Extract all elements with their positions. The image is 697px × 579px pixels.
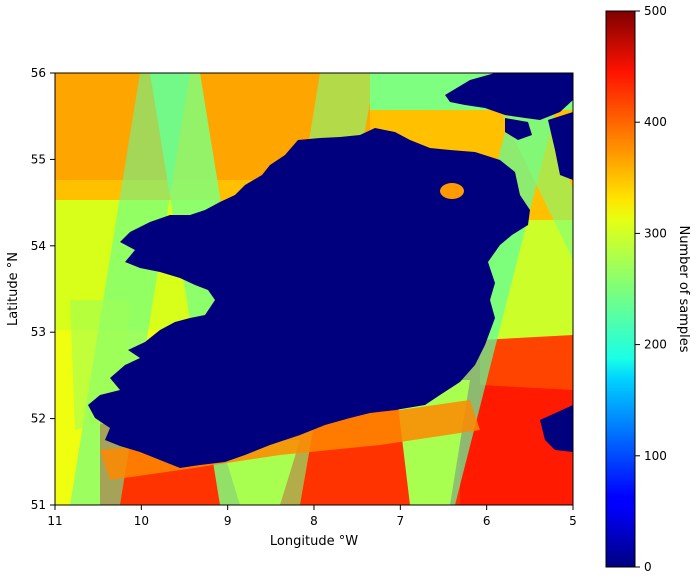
colorbar-label: Number of samples (676, 225, 691, 352)
colorbar-tick-label: 200 (644, 338, 667, 352)
x-tick-label: 6 (483, 514, 491, 528)
y-tick-label: 54 (31, 239, 46, 253)
x-axis: 11 10 9 8 7 6 5 (47, 505, 577, 528)
y-tick-label: 51 (31, 498, 46, 512)
y-tick-label: 55 (31, 152, 46, 166)
colorbar-ticks: 0 100 200 300 400 500 (635, 4, 667, 574)
x-tick-label: 8 (310, 514, 318, 528)
x-tick-label: 7 (397, 514, 405, 528)
land-wales (540, 405, 573, 452)
x-tick-label: 5 (569, 514, 577, 528)
heatmap (55, 73, 573, 505)
land-scotland (445, 73, 573, 120)
x-tick-label: 10 (134, 514, 149, 528)
region-south-east-sea-band (480, 335, 573, 390)
land-islay (505, 118, 532, 140)
x-tick-label: 11 (47, 514, 62, 528)
colorbar-tick-label: 500 (644, 4, 667, 18)
y-tick-label: 53 (31, 325, 46, 339)
lough-neagh (440, 183, 464, 199)
x-axis-label: Longitude °W (270, 534, 358, 549)
y-axis-label: Latitude °N (6, 252, 21, 326)
y-axis: 51 52 53 54 55 56 (31, 66, 55, 512)
colorbar (605, 10, 636, 568)
colorbar-tick-label: 400 (644, 115, 667, 129)
land-kintyre (548, 112, 573, 180)
colorbar-tick-label: 300 (644, 226, 667, 240)
land-ireland (88, 128, 530, 468)
colorbar-tick-label: 0 (644, 560, 652, 574)
y-tick-label: 56 (31, 66, 46, 80)
colorbar-tick-label: 100 (644, 449, 667, 463)
y-tick-label: 52 (31, 412, 46, 426)
x-tick-label: 9 (224, 514, 232, 528)
